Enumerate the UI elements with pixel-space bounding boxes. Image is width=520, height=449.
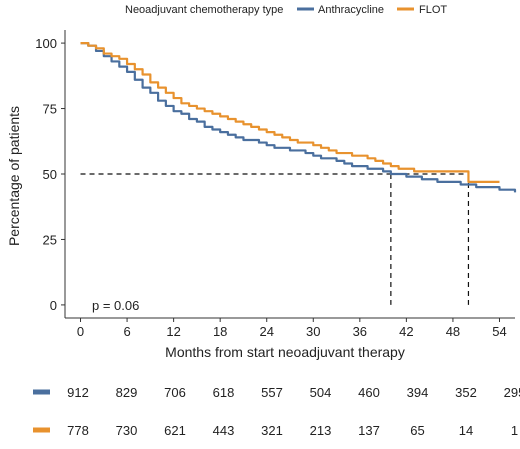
legend-label-flot: FLOT	[419, 4, 447, 16]
median-reference-lines	[80, 173, 470, 305]
risk-cell: 778	[67, 423, 89, 438]
series-line-anthracycline	[80, 41, 517, 193]
y-tick-label: 25	[43, 232, 57, 247]
risk-cell: 621	[164, 423, 186, 438]
legend-title: Neoadjuvant chemotherapy type	[125, 4, 283, 16]
x-tick-label: 36	[353, 324, 367, 339]
risk-cell: 912	[67, 385, 89, 400]
y-tick-label: 50	[43, 167, 57, 182]
x-axis-label: Months from start neoadjuvant therapy	[165, 344, 405, 360]
risk-cell: 557	[261, 385, 283, 400]
x-tick-label: 30	[306, 324, 320, 339]
legend-label-anthracycline: Anthracycline	[318, 4, 384, 16]
y-tick-label: 0	[50, 298, 57, 313]
x-tick-label: 42	[399, 324, 413, 339]
x-tick-label: 54	[492, 324, 506, 339]
y-axis-label: Percentage of patients	[6, 106, 22, 246]
x-tick-label: 18	[213, 324, 227, 339]
risk-cell: 504	[310, 385, 332, 400]
risk-cell: 1	[511, 423, 518, 438]
x-tick-label: 48	[446, 324, 460, 339]
risk-cell: 213	[310, 423, 332, 438]
x-tick-label: 6	[123, 324, 130, 339]
y-ticks: 0 25 50 75 100	[35, 36, 65, 313]
risk-cell: 618	[213, 385, 235, 400]
legend: Neoadjuvant chemotherapy type Anthracycl…	[125, 4, 447, 16]
number-at-risk-table: 912 829 706 618 557 504 460 394 352 295 778 730 621 4…	[33, 385, 520, 438]
risk-cell: 321	[261, 423, 283, 438]
risk-cell: 443	[213, 423, 235, 438]
risk-cell: 829	[116, 385, 138, 400]
x-tick-label: 0	[77, 324, 84, 339]
y-tick-label: 75	[43, 102, 57, 117]
x-ticks: 0 6 12 18 24 30 36 42 48 54	[77, 318, 507, 339]
risk-cell: 137	[358, 423, 380, 438]
risk-cell: 394	[407, 385, 429, 400]
risk-cell: 706	[164, 385, 186, 400]
x-tick-label: 24	[259, 324, 273, 339]
survival-curves	[80, 41, 517, 193]
risk-cell: 352	[455, 385, 477, 400]
x-tick-label: 12	[166, 324, 180, 339]
series-line-flot	[80, 41, 500, 183]
risk-cell: 14	[459, 423, 473, 438]
y-tick-label: 100	[35, 36, 57, 51]
risk-cell: 730	[116, 423, 138, 438]
risk-cell: 65	[410, 423, 424, 438]
risk-cell: 460	[358, 385, 380, 400]
risk-cell: 295	[504, 385, 520, 400]
p-value-annotation: p = 0.06	[92, 298, 139, 313]
